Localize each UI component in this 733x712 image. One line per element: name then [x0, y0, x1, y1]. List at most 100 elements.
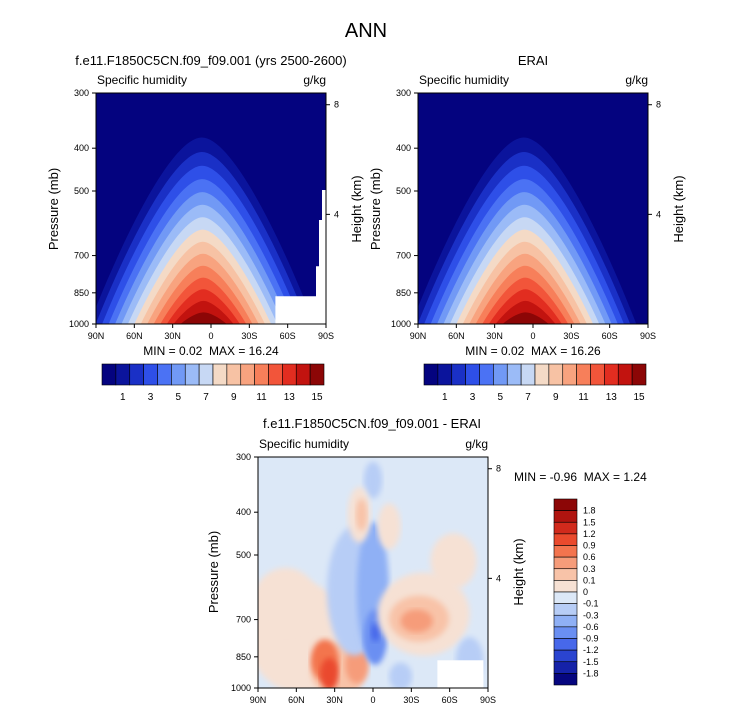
colorbar-swatch — [254, 363, 269, 386]
colorbar-label: 0.6 — [583, 552, 596, 562]
x-tick-label: 90N — [88, 331, 105, 341]
colorbar-swatch — [506, 363, 522, 386]
panel-model-field — [96, 93, 326, 324]
panel-obs-units: g/kg — [625, 73, 648, 87]
colorbar-label: 1.8 — [583, 506, 596, 516]
y-tick-label: 400 — [396, 143, 411, 153]
colorbar-swatch — [553, 661, 578, 674]
figure-title: ANN — [345, 20, 387, 42]
colorbar-label: 1.2 — [583, 529, 596, 539]
colorbar-label: 9 — [553, 392, 559, 403]
x-tick-label: 90S — [480, 695, 496, 705]
y-tick-label: 700 — [396, 251, 411, 261]
x-tick-label: 30S — [241, 331, 257, 341]
colorbar-label: 3 — [470, 392, 476, 403]
contour-level — [370, 623, 380, 642]
contour-level — [355, 498, 368, 531]
colorbar-label: -0.1 — [583, 599, 599, 609]
panel-obs-stats: MIN = 0.02 MAX = 16.26 — [465, 344, 601, 358]
y-tick-label: 500 — [74, 186, 89, 196]
panel-model-stats: MIN = 0.02 MAX = 16.24 — [143, 344, 279, 358]
colorbar-swatch — [212, 363, 228, 386]
contour-level — [320, 657, 339, 688]
colorbar-label: 1 — [120, 392, 126, 403]
panel-obs-title: ERAI — [518, 53, 548, 68]
colorbar-label: -0.3 — [583, 610, 599, 620]
panel-obs-colorbar: 1 3 5 7 9 11 13 15 — [423, 363, 647, 403]
colorbar-label: 7 — [525, 392, 531, 403]
colorbar-swatch — [548, 363, 564, 386]
x-tick-label: 60S — [602, 331, 618, 341]
colorbar-label: -1.5 — [583, 657, 599, 667]
y-tick-label: 850 — [74, 288, 89, 298]
panel-model: f.e11.F1850C5CN.f09_f09.001 (yrs 2500-26… — [46, 53, 364, 403]
colorbar-label: 0 — [583, 587, 588, 597]
x-tick-label: 90N — [410, 331, 427, 341]
colorbar-swatch — [268, 363, 283, 386]
colorbar-label: 9 — [231, 392, 237, 403]
y-tick-label: 700 — [236, 615, 251, 625]
contour-level — [377, 503, 401, 550]
terrain-mask — [437, 660, 484, 688]
x-tick-label: 90S — [640, 331, 656, 341]
panel-diff: f.e11.F1850C5CN.f09_f09.001 - ERAI Speci… — [206, 416, 647, 705]
y-tick-label: 1000 — [69, 319, 89, 329]
panel-obs-y2label: Height (km) — [671, 175, 686, 242]
colorbar-swatch — [171, 363, 186, 386]
y2-tick-label: 8 — [334, 100, 339, 110]
colorbar-swatch — [590, 363, 605, 386]
colorbar-swatch — [115, 363, 131, 386]
colorbar-swatch — [437, 363, 453, 386]
colorbar-label: 3 — [148, 392, 154, 403]
colorbar-swatch — [562, 363, 577, 386]
colorbar-swatch — [184, 363, 200, 386]
panel-obs-ylabel: Pressure (mb) — [368, 168, 383, 250]
panel-diff-colorbar: 1.81.51.20.90.60.30.10-0.1-0.3-0.6-0.9-1… — [553, 498, 599, 686]
y-tick-label: 400 — [236, 507, 251, 517]
colorbar-label: 5 — [498, 392, 504, 403]
panel-obs-variable: Specific humidity — [419, 73, 509, 87]
colorbar-swatch — [493, 363, 508, 386]
x-tick-label: 30S — [403, 695, 419, 705]
colorbar-swatch — [553, 614, 578, 628]
panel-model-y2label: Height (km) — [349, 175, 364, 242]
colorbar-swatch — [479, 363, 494, 386]
contour-level — [502, 312, 549, 324]
y-tick-label: 300 — [74, 88, 89, 98]
x-tick-label: 30S — [563, 331, 579, 341]
colorbar-swatch — [553, 521, 578, 535]
colorbar-label: 15 — [634, 392, 646, 403]
y2-tick-label: 4 — [496, 573, 501, 583]
y2-tick-label: 4 — [656, 209, 661, 219]
panel-model-ylabel: Pressure (mb) — [46, 168, 61, 250]
colorbar-label: -1.2 — [583, 645, 599, 655]
colorbar-label: -0.6 — [583, 622, 599, 632]
colorbar-swatch — [553, 580, 578, 593]
colorbar-swatch — [553, 556, 578, 570]
x-tick-label: 60N — [126, 331, 143, 341]
x-tick-label: 60S — [442, 695, 458, 705]
colorbar-swatch — [553, 673, 578, 686]
panel-obs-axes: 90N 60N 30N 0 30S 60S 90S 300 400 500 700 850 1000 8 4 — [391, 88, 661, 341]
y-tick-label: 300 — [396, 88, 411, 98]
x-tick-label: 90N — [250, 695, 267, 705]
x-tick-label: 30N — [326, 695, 343, 705]
colorbar-swatch — [604, 363, 619, 386]
x-tick-label: 30N — [164, 331, 181, 341]
contour-level — [180, 312, 227, 324]
colorbar-label: 5 — [176, 392, 182, 403]
contour-level — [400, 609, 433, 633]
colorbar-swatch — [553, 591, 578, 604]
contour-level — [363, 461, 383, 499]
y-tick-label: 850 — [236, 652, 251, 662]
colorbar-swatch — [295, 363, 311, 386]
colorbar-swatch — [576, 363, 591, 386]
panel-obs: ERAI Specific humidity g/kg 90N 60N 30N 0 30… — [368, 53, 686, 403]
colorbar-swatch — [553, 626, 578, 639]
colorbar-swatch — [553, 568, 578, 581]
colorbar-swatch — [129, 363, 144, 386]
colorbar-label: 0.3 — [583, 564, 596, 574]
y-tick-label: 700 — [74, 251, 89, 261]
colorbar-label: 13 — [284, 392, 296, 403]
